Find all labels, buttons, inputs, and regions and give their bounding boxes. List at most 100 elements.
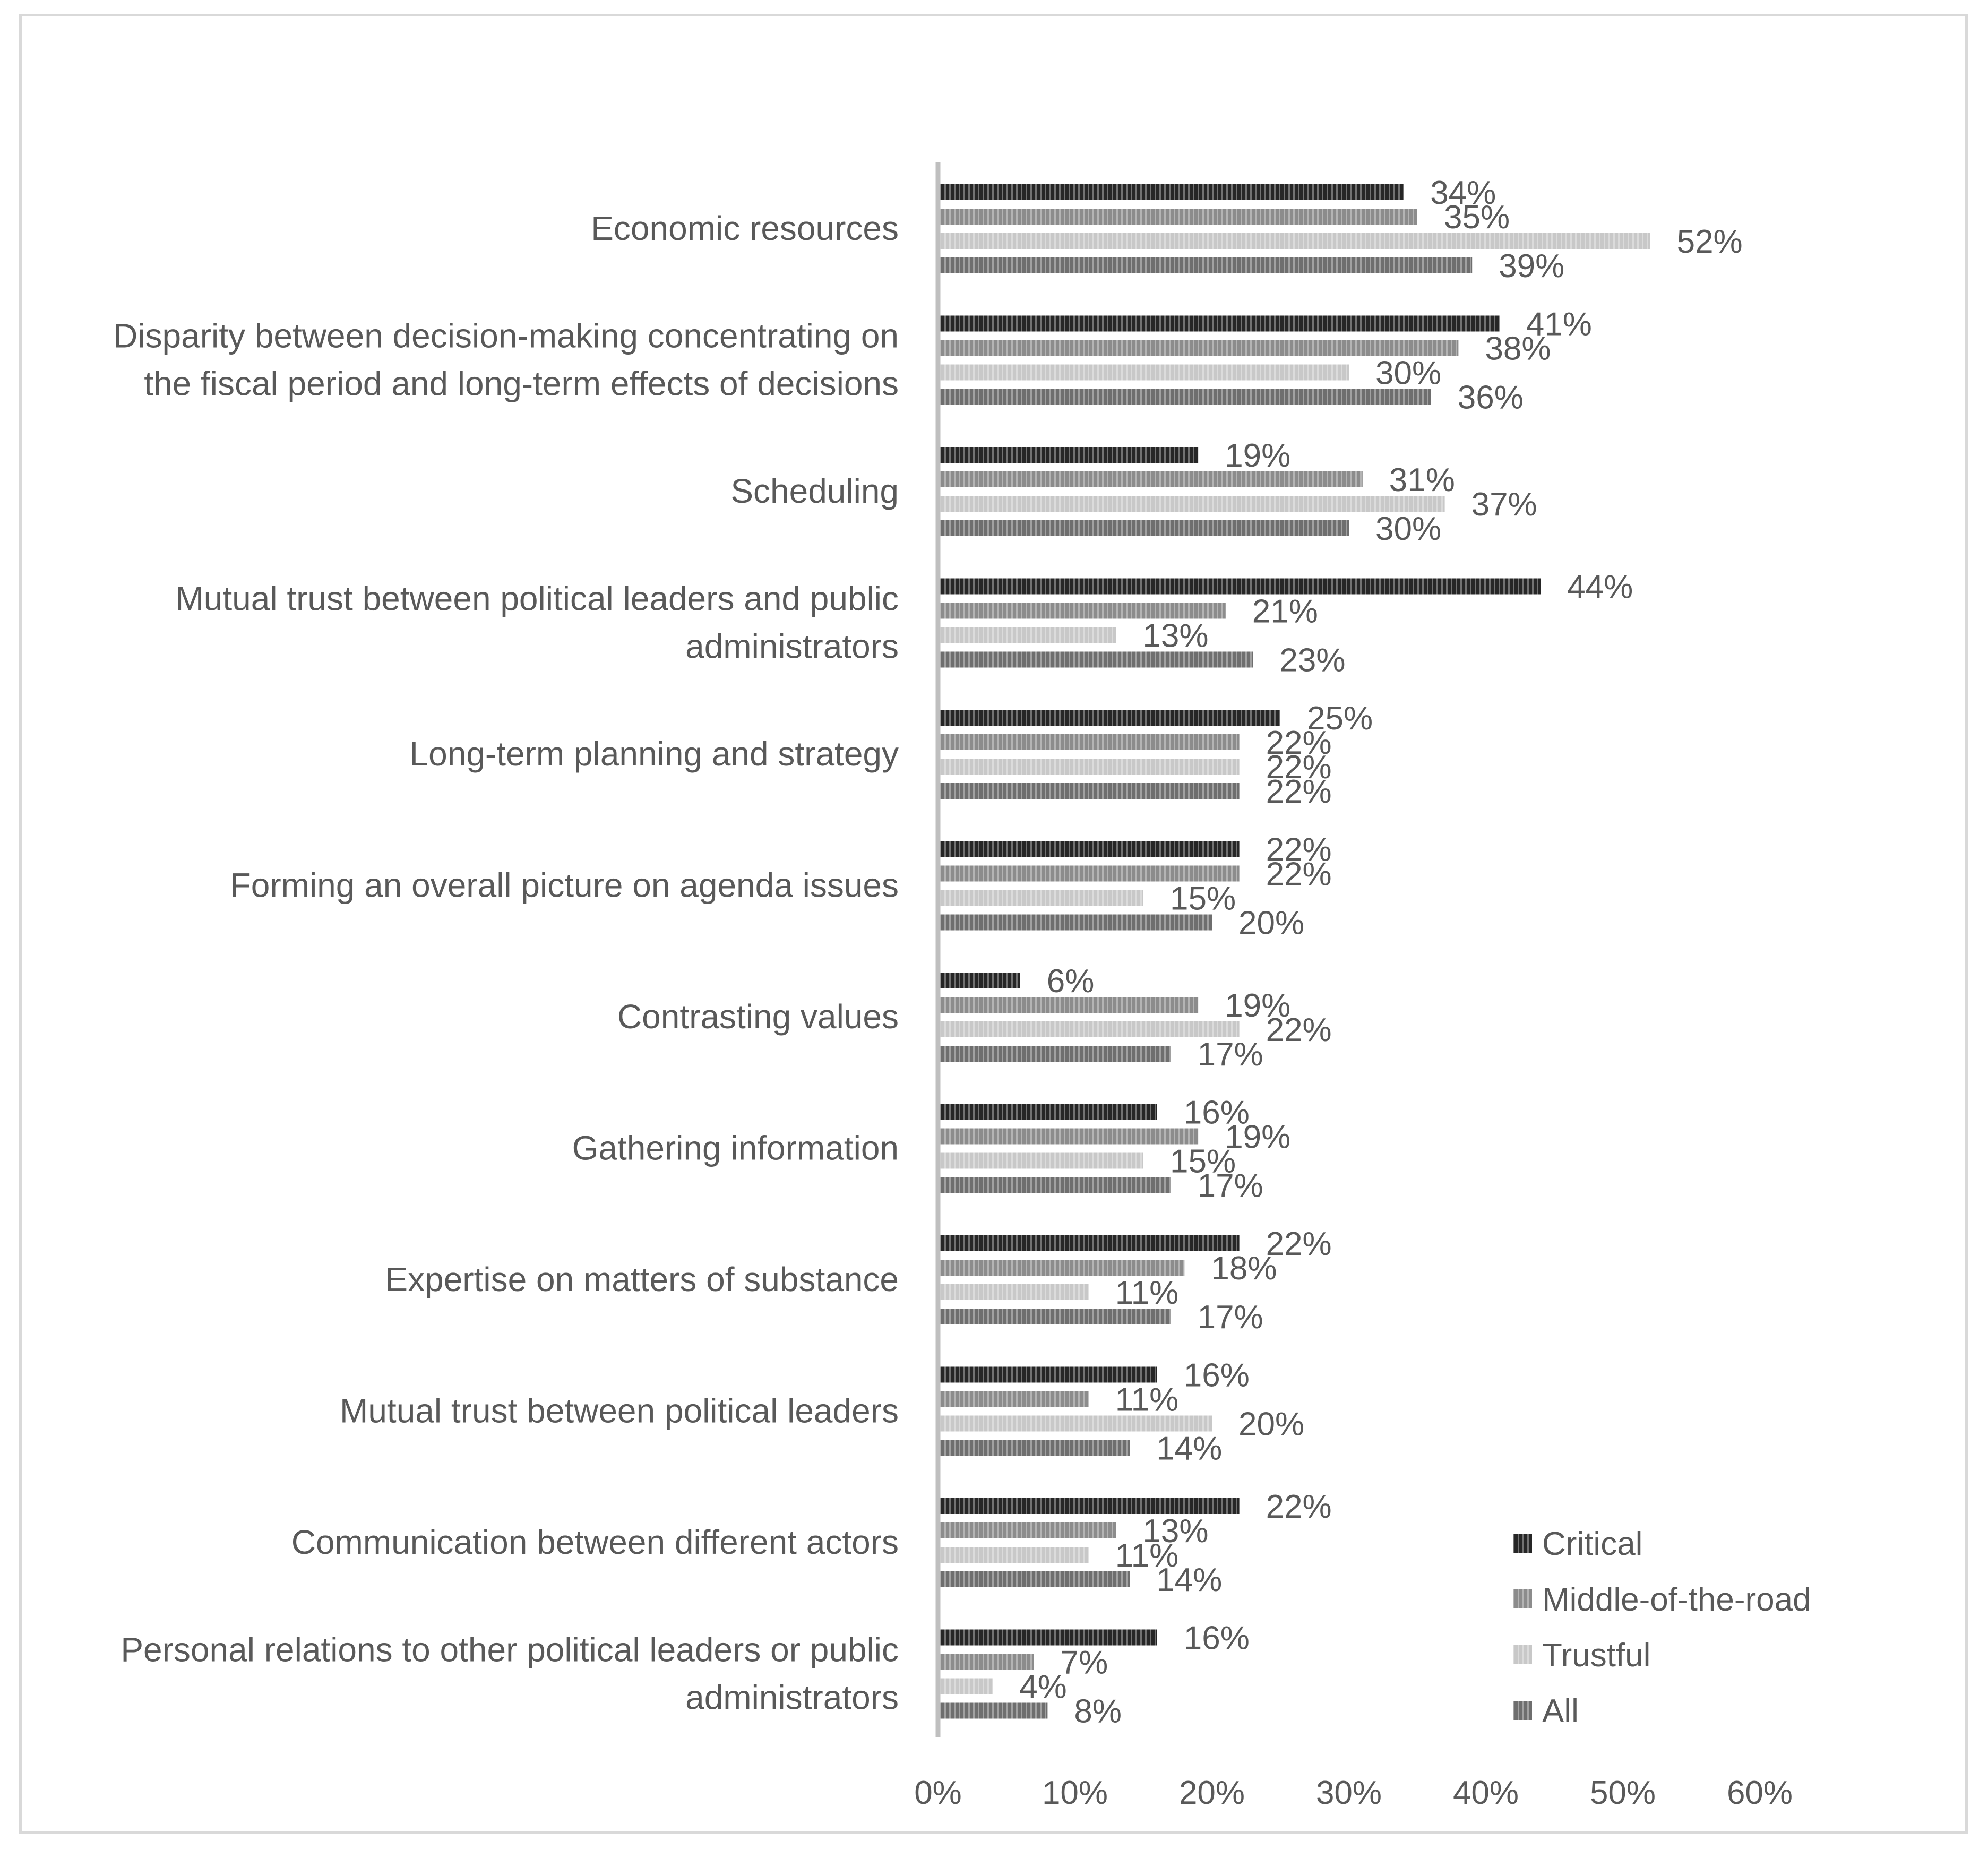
bar-middle-of-the-road-mutual-trust-between-political-leaders [938,1391,1089,1407]
bar-middle-of-the-road-communication-between-different-actors [938,1522,1116,1538]
bar-critical-scheduling [938,447,1199,463]
data-label-trustful-personal-relations-to-other-political-leaders-or-public-administrators: 4% [1019,1669,1067,1706]
bar-trustful-scheduling [938,496,1445,512]
data-label-critical-mutual-trust-between-political-leaders: 16% [1184,1357,1250,1394]
data-label-middle-of-the-road-disparity-between-decision-making-concentrating-on-the-fiscal-period-and-long-term-effects-of-decisions: 38% [1485,331,1551,367]
category-label-communication-between-different-actors: Communication between different actors [291,1523,899,1561]
legend-swatch-trustful [1513,1645,1532,1664]
data-label-trustful-disparity-between-decision-making-concentrating-on-the-fiscal-period-and-long-term-effects-of-decisions: 30% [1375,355,1441,392]
data-label-trustful-forming-an-overall-picture-on-agenda-issues: 15% [1170,881,1236,917]
data-label-all-scheduling: 30% [1375,511,1441,547]
x-tick-labels: 0% 10% 20% 30% 40% 50% 60% [914,1775,1793,1811]
data-label-trustful-long-term-planning-and-strategy: 22% [1266,749,1332,786]
legend-label-critical: Critical [1542,1526,1642,1562]
bar-all-economic-resources [938,257,1473,273]
bar-critical-communication-between-different-actors [938,1498,1240,1514]
bar-trustful-forming-an-overall-picture-on-agenda-issues [938,890,1143,906]
legend-swatch-all [1513,1701,1532,1720]
data-label-critical-gathering-information: 16% [1184,1095,1250,1131]
category-label-personal-relations-to-other-political-leaders-or-public-administrators: Personal relations to other political le… [121,1631,899,1717]
bar-critical-forming-an-overall-picture-on-agenda-issues [938,841,1240,857]
bar-critical-personal-relations-to-other-political-leaders-or-public-administrators [938,1629,1157,1646]
bar-trustful-gathering-information [938,1152,1143,1169]
data-label-critical-disparity-between-decision-making-concentrating-on-the-fiscal-period-and-long-term-effects-of-decisions: 41% [1526,306,1592,343]
bar-all-expertise-on-matters-of-substance [938,1309,1171,1324]
data-label-all-forming-an-overall-picture-on-agenda-issues: 20% [1238,905,1304,942]
data-label-all-mutual-trust-between-political-leaders: 14% [1156,1431,1222,1467]
bar-all-mutual-trust-between-political-leaders-and-public-administrators [938,651,1253,668]
bar-trustful-economic-resources [938,233,1650,249]
bar-all-long-term-planning-and-strategy [938,783,1240,799]
legend-swatch-middle-of-the-road [1513,1589,1532,1608]
data-label-critical-contrasting-values: 6% [1047,963,1095,1000]
category-label-long-term-planning-and-strategy: Long-term planning and strategy [410,735,899,773]
bar-trustful-contrasting-values [938,1021,1240,1037]
bar-trustful-mutual-trust-between-political-leaders [938,1415,1212,1432]
bar-trustful-expertise-on-matters-of-substance [938,1284,1089,1300]
bar-all-forming-an-overall-picture-on-agenda-issues [938,914,1212,931]
bar-critical-mutual-trust-between-political-leaders [938,1366,1157,1383]
data-label-middle-of-the-road-communication-between-different-actors: 13% [1142,1513,1208,1550]
x-tick-label-60: 60% [1727,1775,1793,1811]
bar-middle-of-the-road-disparity-between-decision-making-concentrating-on-the-fiscal-period-and-long-term-effects-of-decisions [938,340,1459,356]
data-label-middle-of-the-road-scheduling: 31% [1389,462,1455,498]
bar-all-gathering-information [938,1177,1171,1193]
data-label-middle-of-the-road-contrasting-values: 19% [1225,987,1290,1024]
data-label-trustful-mutual-trust-between-political-leaders: 20% [1238,1406,1304,1443]
data-label-critical-forming-an-overall-picture-on-agenda-issues: 22% [1266,832,1332,868]
legend-label-trustful: Trustful [1542,1637,1650,1674]
bar-critical-long-term-planning-and-strategy [938,710,1280,726]
bar-trustful-mutual-trust-between-political-leaders-and-public-administrators [938,627,1116,643]
category-label-gathering-information: Gathering information [572,1129,899,1167]
bar-all-contrasting-values [938,1046,1171,1062]
legend-swatch-critical [1513,1534,1532,1553]
data-label-critical-personal-relations-to-other-political-leaders-or-public-administrators: 16% [1184,1620,1250,1657]
bar-critical-contrasting-values [938,973,1020,988]
data-label-critical-scheduling: 19% [1225,437,1290,474]
data-label-trustful-expertise-on-matters-of-substance: 11% [1115,1275,1179,1311]
data-label-trustful-mutual-trust-between-political-leaders-and-public-administrators: 13% [1142,618,1208,655]
data-labels: 34%35% 52% 39% 41%38% 30% 36% 19% 31% 37% 30% 44% 2… [1019,175,1742,1730]
category-label-mutual-trust-between-political-leaders-and-public-administrators: Mutual trust between political leaders a… [175,580,899,666]
x-tick-label-10: 10% [1042,1775,1108,1811]
data-label-trustful-scheduling: 37% [1471,486,1537,523]
bar-middle-of-the-road-gathering-information [938,1128,1199,1145]
legend-label-all: All [1542,1693,1579,1730]
bar-middle-of-the-road-long-term-planning-and-strategy [938,734,1240,750]
category-label-forming-an-overall-picture-on-agenda-issues: Forming an overall picture on agenda iss… [230,866,899,905]
bar-trustful-long-term-planning-and-strategy [938,759,1240,775]
data-label-trustful-economic-resources: 52% [1677,223,1743,260]
category-label-contrasting-values: Contrasting values [617,997,899,1036]
data-label-all-mutual-trust-between-political-leaders-and-public-administrators: 23% [1279,642,1345,679]
data-label-critical-communication-between-different-actors: 22% [1266,1489,1332,1525]
bar-critical-gathering-information [938,1104,1157,1120]
bar-middle-of-the-road-mutual-trust-between-political-leaders-and-public-administrators [938,603,1226,619]
x-tick-label-0: 0% [914,1775,962,1811]
bar-middle-of-the-road-expertise-on-matters-of-substance [938,1260,1185,1276]
bar-middle-of-the-road-forming-an-overall-picture-on-agenda-issues [938,865,1240,882]
data-label-trustful-gathering-information: 15% [1170,1143,1236,1180]
data-label-critical-long-term-planning-and-strategy: 25% [1307,700,1373,737]
data-label-middle-of-the-road-long-term-planning-and-strategy: 22% [1266,725,1332,761]
data-label-trustful-contrasting-values: 22% [1266,1012,1332,1048]
bar-critical-economic-resources [938,184,1404,200]
x-tick-label-30: 30% [1316,1775,1382,1811]
data-label-all-personal-relations-to-other-political-leaders-or-public-administrators: 8% [1074,1693,1122,1730]
bar-all-disparity-between-decision-making-concentrating-on-the-fiscal-period-and-long-term-effects-of-decisions [938,389,1431,405]
x-tick-label-50: 50% [1590,1775,1656,1811]
category-labels: Economic resources Disparity between deci… [113,209,899,1717]
bar-critical-mutual-trust-between-political-leaders-and-public-administrators [938,578,1541,595]
bar-all-scheduling [938,520,1349,536]
bar-all-personal-relations-to-other-political-leaders-or-public-administrators [938,1702,1048,1719]
x-tick-label-40: 40% [1453,1775,1519,1811]
bar-middle-of-the-road-contrasting-values [938,997,1199,1013]
category-label-expertise-on-matters-of-substance: Expertise on matters of substance [385,1260,899,1298]
bar-critical-expertise-on-matters-of-substance [938,1235,1240,1251]
category-label-disparity-between-decision-making-concentrating-on-the-fiscal-period-and-long-term-effects-of-decisions: Disparity between decision-making concen… [113,317,899,403]
category-label-economic-resources: Economic resources [591,209,899,247]
data-label-middle-of-the-road-forming-an-overall-picture-on-agenda-issues: 22% [1266,856,1332,893]
bar-trustful-disparity-between-decision-making-concentrating-on-the-fiscal-period-and-long-term-effects-of-decisions [938,364,1349,381]
x-tick-label-20: 20% [1179,1775,1245,1811]
data-label-middle-of-the-road-economic-resources: 35% [1444,199,1510,236]
